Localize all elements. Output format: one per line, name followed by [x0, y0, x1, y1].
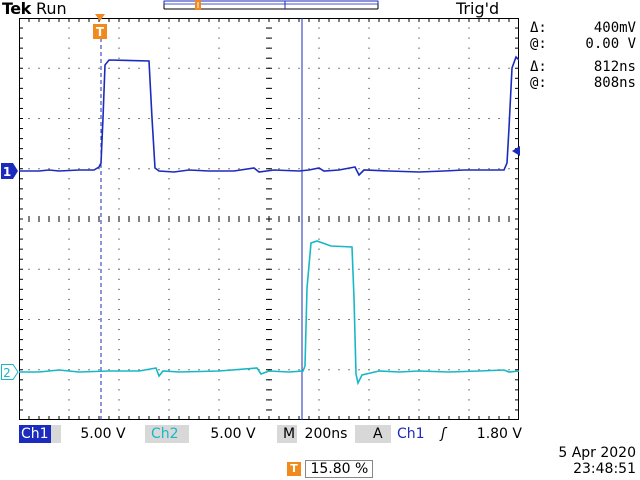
- ch1-ground-marker[interactable]: 1: [1, 163, 19, 179]
- trigger-level: 1.80 V: [476, 426, 522, 442]
- brand-logo: Tek: [2, 0, 31, 18]
- svg-text:1: 1: [3, 165, 11, 179]
- trigger-position-readout[interactable]: T 15.80 %: [287, 460, 374, 478]
- time-mode: M: [283, 426, 296, 442]
- settings-bar: Ch1 5.00 V Ch2 5.00 V M 200ns A Ch1 ʃ 1.…: [19, 425, 524, 443]
- voltage-at-symbol: @:: [530, 36, 547, 52]
- trigger-mode: A: [373, 426, 383, 442]
- record-trigger-marker-icon: [195, 0, 201, 10]
- trigger-source: Ch1: [397, 426, 425, 442]
- ch1-label-badge[interactable]: Ch1: [19, 425, 51, 443]
- graticule-center-ticks: [19, 18, 519, 420]
- trigger-level-arrow-icon[interactable]: [511, 146, 521, 156]
- time-scale[interactable]: 200ns: [297, 425, 355, 443]
- svg-text:T: T: [96, 25, 105, 39]
- time-delta-value: 812ns: [593, 59, 636, 75]
- graticule-grid: [19, 18, 519, 411]
- trigger-settings[interactable]: Ch1 ʃ 1.80 V: [391, 425, 524, 443]
- ch2-label[interactable]: Ch2: [151, 426, 179, 442]
- ch1-scale[interactable]: 5.00 V: [61, 425, 145, 443]
- trigger-position-t-icon: T: [287, 462, 301, 476]
- trigger-slope-icon: ʃ: [441, 426, 446, 442]
- time-at-value: 808ns: [593, 75, 636, 91]
- ch2-ground-marker[interactable]: 2: [1, 364, 19, 380]
- date-display: 5 Apr 2020: [558, 445, 636, 461]
- voltage-delta-value: 400mV: [593, 20, 636, 36]
- record-length-indicator: [163, 0, 379, 10]
- ch1-waveform: [19, 55, 519, 177]
- voltage-at-value: 0.00 V: [585, 36, 636, 52]
- voltage-delta-symbol: Δ:: [530, 20, 547, 36]
- trigger-position-value: 15.80 %: [305, 460, 374, 478]
- ch2-waveform: [19, 240, 519, 386]
- trigger-position-icon[interactable]: T: [92, 14, 108, 42]
- acquisition-status: Run: [36, 0, 67, 18]
- trigger-status: Trig'd: [456, 0, 500, 18]
- ch2-scale[interactable]: 5.00 V: [189, 425, 277, 443]
- time-at-symbol: @:: [530, 75, 547, 91]
- time-display: 23:48:51: [573, 461, 636, 477]
- svg-text:2: 2: [3, 366, 11, 380]
- scope-display: [19, 18, 519, 420]
- time-delta-symbol: Δ:: [530, 59, 547, 75]
